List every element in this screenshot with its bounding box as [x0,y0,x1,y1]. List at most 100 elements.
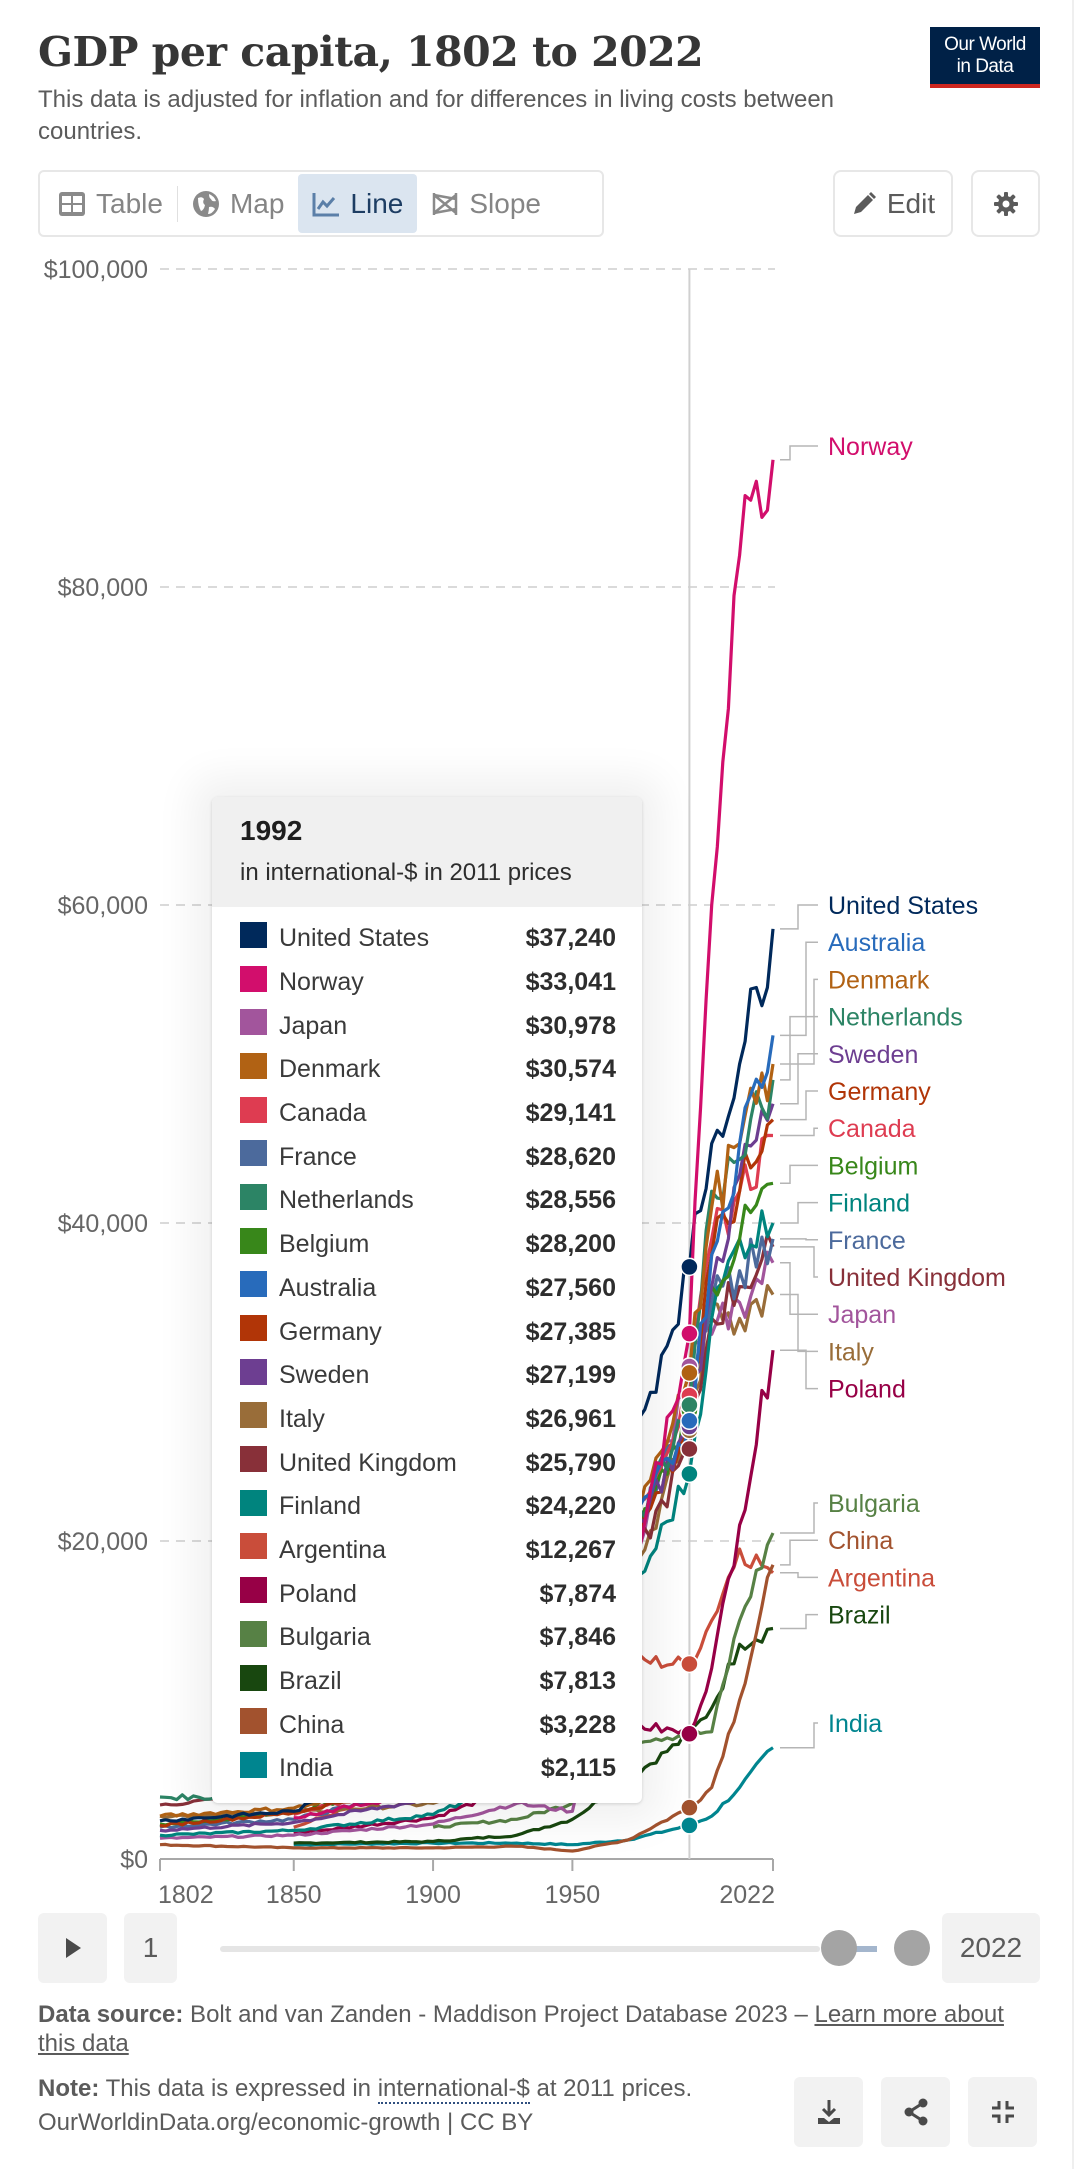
tooltip-row: United Kingdom $25,790 [240,1441,616,1485]
series-end-label: Sweden [828,1041,918,1069]
tooltip-header: 1992 in international-$ in 2011 prices [212,797,642,907]
tooltip-row: Norway $33,041 [240,961,616,1005]
series-swatch [240,1183,267,1210]
tooltip-value: $30,574 [525,1055,616,1084]
label-leader-line [780,904,818,930]
series-swatch [240,1052,267,1079]
play-button[interactable] [38,1913,107,1983]
tab-divider [176,185,178,222]
hover-point-finland [680,1464,699,1484]
tooltip-row: United States $37,240 [240,917,616,961]
exit-fullscreen-button[interactable] [968,2077,1037,2147]
x-tick-label: 1900 [405,1881,461,1909]
tooltip-unit: in international-$ in 2011 prices [240,859,572,886]
series-end-label: Poland [828,1376,906,1404]
tab-slope[interactable]: Slope [417,174,555,233]
share-button[interactable] [881,2077,950,2147]
learn-more-link[interactable]: Learn more about this data [38,2001,1004,2057]
label-leader-line [780,1349,818,1390]
note-label: Note: [38,2075,100,2102]
tooltip-country: Australia [279,1273,377,1302]
tooltip-value: $26,961 [525,1404,616,1433]
series-swatch [240,1358,267,1385]
series-line-china [159,1564,775,1853]
download-icon [817,2100,840,2124]
tooltip-row: France $28,620 [240,1135,616,1179]
tooltip-country: Canada [279,1099,367,1128]
series-swatch [240,1620,267,1647]
chart-type-tabs: Table Map Line Slope [38,170,604,237]
series-swatch [240,1227,267,1254]
tab-line[interactable]: Line [298,174,418,233]
pencil-icon [853,191,876,214]
label-leader-line [780,1539,818,1566]
tooltip-rows: United States $37,240 Norway $33,041 Japan $3… [212,907,642,1803]
tab-line-label: Line [350,187,404,219]
tooltip-row: India $2,115 [240,1747,616,1791]
series-end-label: Canada [828,1115,916,1143]
series-end-label: Italy [828,1338,874,1366]
slope-icon [433,192,458,215]
globe-icon [192,190,219,217]
tooltip-country: Norway [279,968,364,997]
timeline-start-handle[interactable] [821,1930,857,1966]
label-leader-line [780,1127,818,1137]
x-tick-label: 2022 [719,1881,775,1909]
download-button[interactable] [794,2077,863,2147]
series-swatch [240,1751,267,1778]
tab-table[interactable]: Table [44,174,177,233]
series-swatch [240,1271,267,1298]
tooltip-country: Brazil [279,1667,342,1696]
tooltip-value: $27,385 [525,1317,616,1346]
y-tick-label: $20,000 [58,1528,148,1556]
hover-point-argentina [680,1654,699,1674]
owid-logo[interactable]: Our World in Data [930,27,1040,88]
series-swatch [240,1009,267,1036]
tooltip-country: United Kingdom [279,1448,457,1477]
hover-point-netherlands [680,1395,699,1415]
data-source: Data source: Bolt and van Zanden - Maddi… [38,2000,1028,2058]
series-end-label: India [828,1710,882,1738]
settings-button[interactable] [971,170,1040,237]
tooltip-country: Germany [279,1317,382,1346]
series-swatch [240,1577,267,1604]
tooltip-value: $33,041 [525,968,616,997]
series-swatch [240,1664,267,1691]
tooltip-value: $27,199 [525,1361,616,1390]
tooltip-row: Bulgaria $7,846 [240,1616,616,1660]
tooltip-country: Poland [279,1579,357,1608]
timeline-end-label[interactable]: 2022 [942,1913,1040,1983]
source-url[interactable]: OurWorldinData.org/economic-growth | CC … [38,2109,534,2136]
label-leader-line [780,1053,818,1105]
tooltip-value: $25,790 [525,1448,616,1477]
y-tick-label: $0 [120,1846,148,1874]
logo-line-1: Our World [944,34,1026,55]
x-tick-label: 1850 [266,1881,322,1909]
series-swatch [240,1140,267,1167]
international-dollar-link[interactable]: international-$ [377,2075,530,2104]
x-tick-label: 1950 [545,1881,601,1909]
timeline-track[interactable] [220,1946,820,1952]
hover-point-india [680,1816,699,1835]
tooltip-row: Poland $7,874 [240,1572,616,1616]
tooltip-country: Denmark [279,1055,381,1084]
series-end-label: Bulgaria [828,1490,920,1518]
logo-line-2: in Data [956,56,1014,77]
label-leader-line [780,1293,818,1353]
label-leader-line [780,1572,818,1579]
hover-tooltip: 1992 in international-$ in 2011 prices U… [212,797,642,1803]
timeline-start-label[interactable]: 1 [124,1913,177,1983]
edit-button[interactable]: Edit [833,170,953,237]
label-leader-line [780,1015,818,1081]
tab-table-label: Table [96,187,163,219]
timeline-selected-range [845,1946,877,1952]
tooltip-row: Sweden $27,199 [240,1354,616,1398]
tooltip-country: India [279,1754,334,1783]
label-leader-line [780,1090,818,1121]
tab-map[interactable]: Map [178,174,298,233]
tooltip-row: China $3,228 [240,1703,616,1747]
y-tick-label: $100,000 [44,256,148,284]
timeline-end-handle[interactable] [894,1930,930,1966]
page-title: GDP per capita, 1802 to 2022 [38,28,704,76]
